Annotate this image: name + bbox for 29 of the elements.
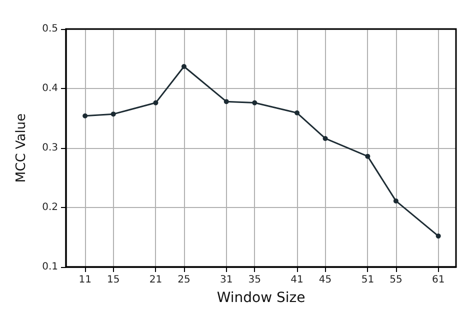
point (294, 110, 300, 116)
x-tick-label: 31 (220, 274, 233, 286)
x-axis-title: Window Size (216, 290, 306, 306)
x-tick-label: 55 (390, 274, 402, 286)
x-tick-label: 41 (290, 274, 304, 286)
x-tick-label: 61 (432, 274, 445, 286)
point (252, 100, 258, 106)
x-tick-label: 35 (248, 274, 262, 286)
y-tick-label: 0.4 (42, 83, 58, 94)
point (436, 234, 441, 239)
y-axis-title: MCC Value (14, 113, 29, 183)
y-tick-label: 0.2 (42, 202, 58, 213)
x-tick-label: 15 (106, 274, 120, 286)
point (82, 113, 88, 118)
x-tick-label: 25 (178, 274, 190, 286)
point (393, 198, 398, 204)
point (153, 100, 158, 106)
x-tick-label: 45 (318, 274, 332, 286)
y-tick-label: 0.1 (42, 262, 58, 272)
x-tick-label: 21 (149, 274, 162, 286)
point (110, 112, 116, 117)
x-tick-label: 51 (361, 274, 374, 286)
point (365, 154, 370, 159)
point (181, 64, 186, 69)
y-tick-label: 0.5 (42, 24, 58, 34)
point (322, 136, 328, 141)
y-tick-label: 0.3 (42, 142, 58, 154)
x-tick-label: 11 (78, 274, 92, 286)
point (224, 99, 229, 104)
